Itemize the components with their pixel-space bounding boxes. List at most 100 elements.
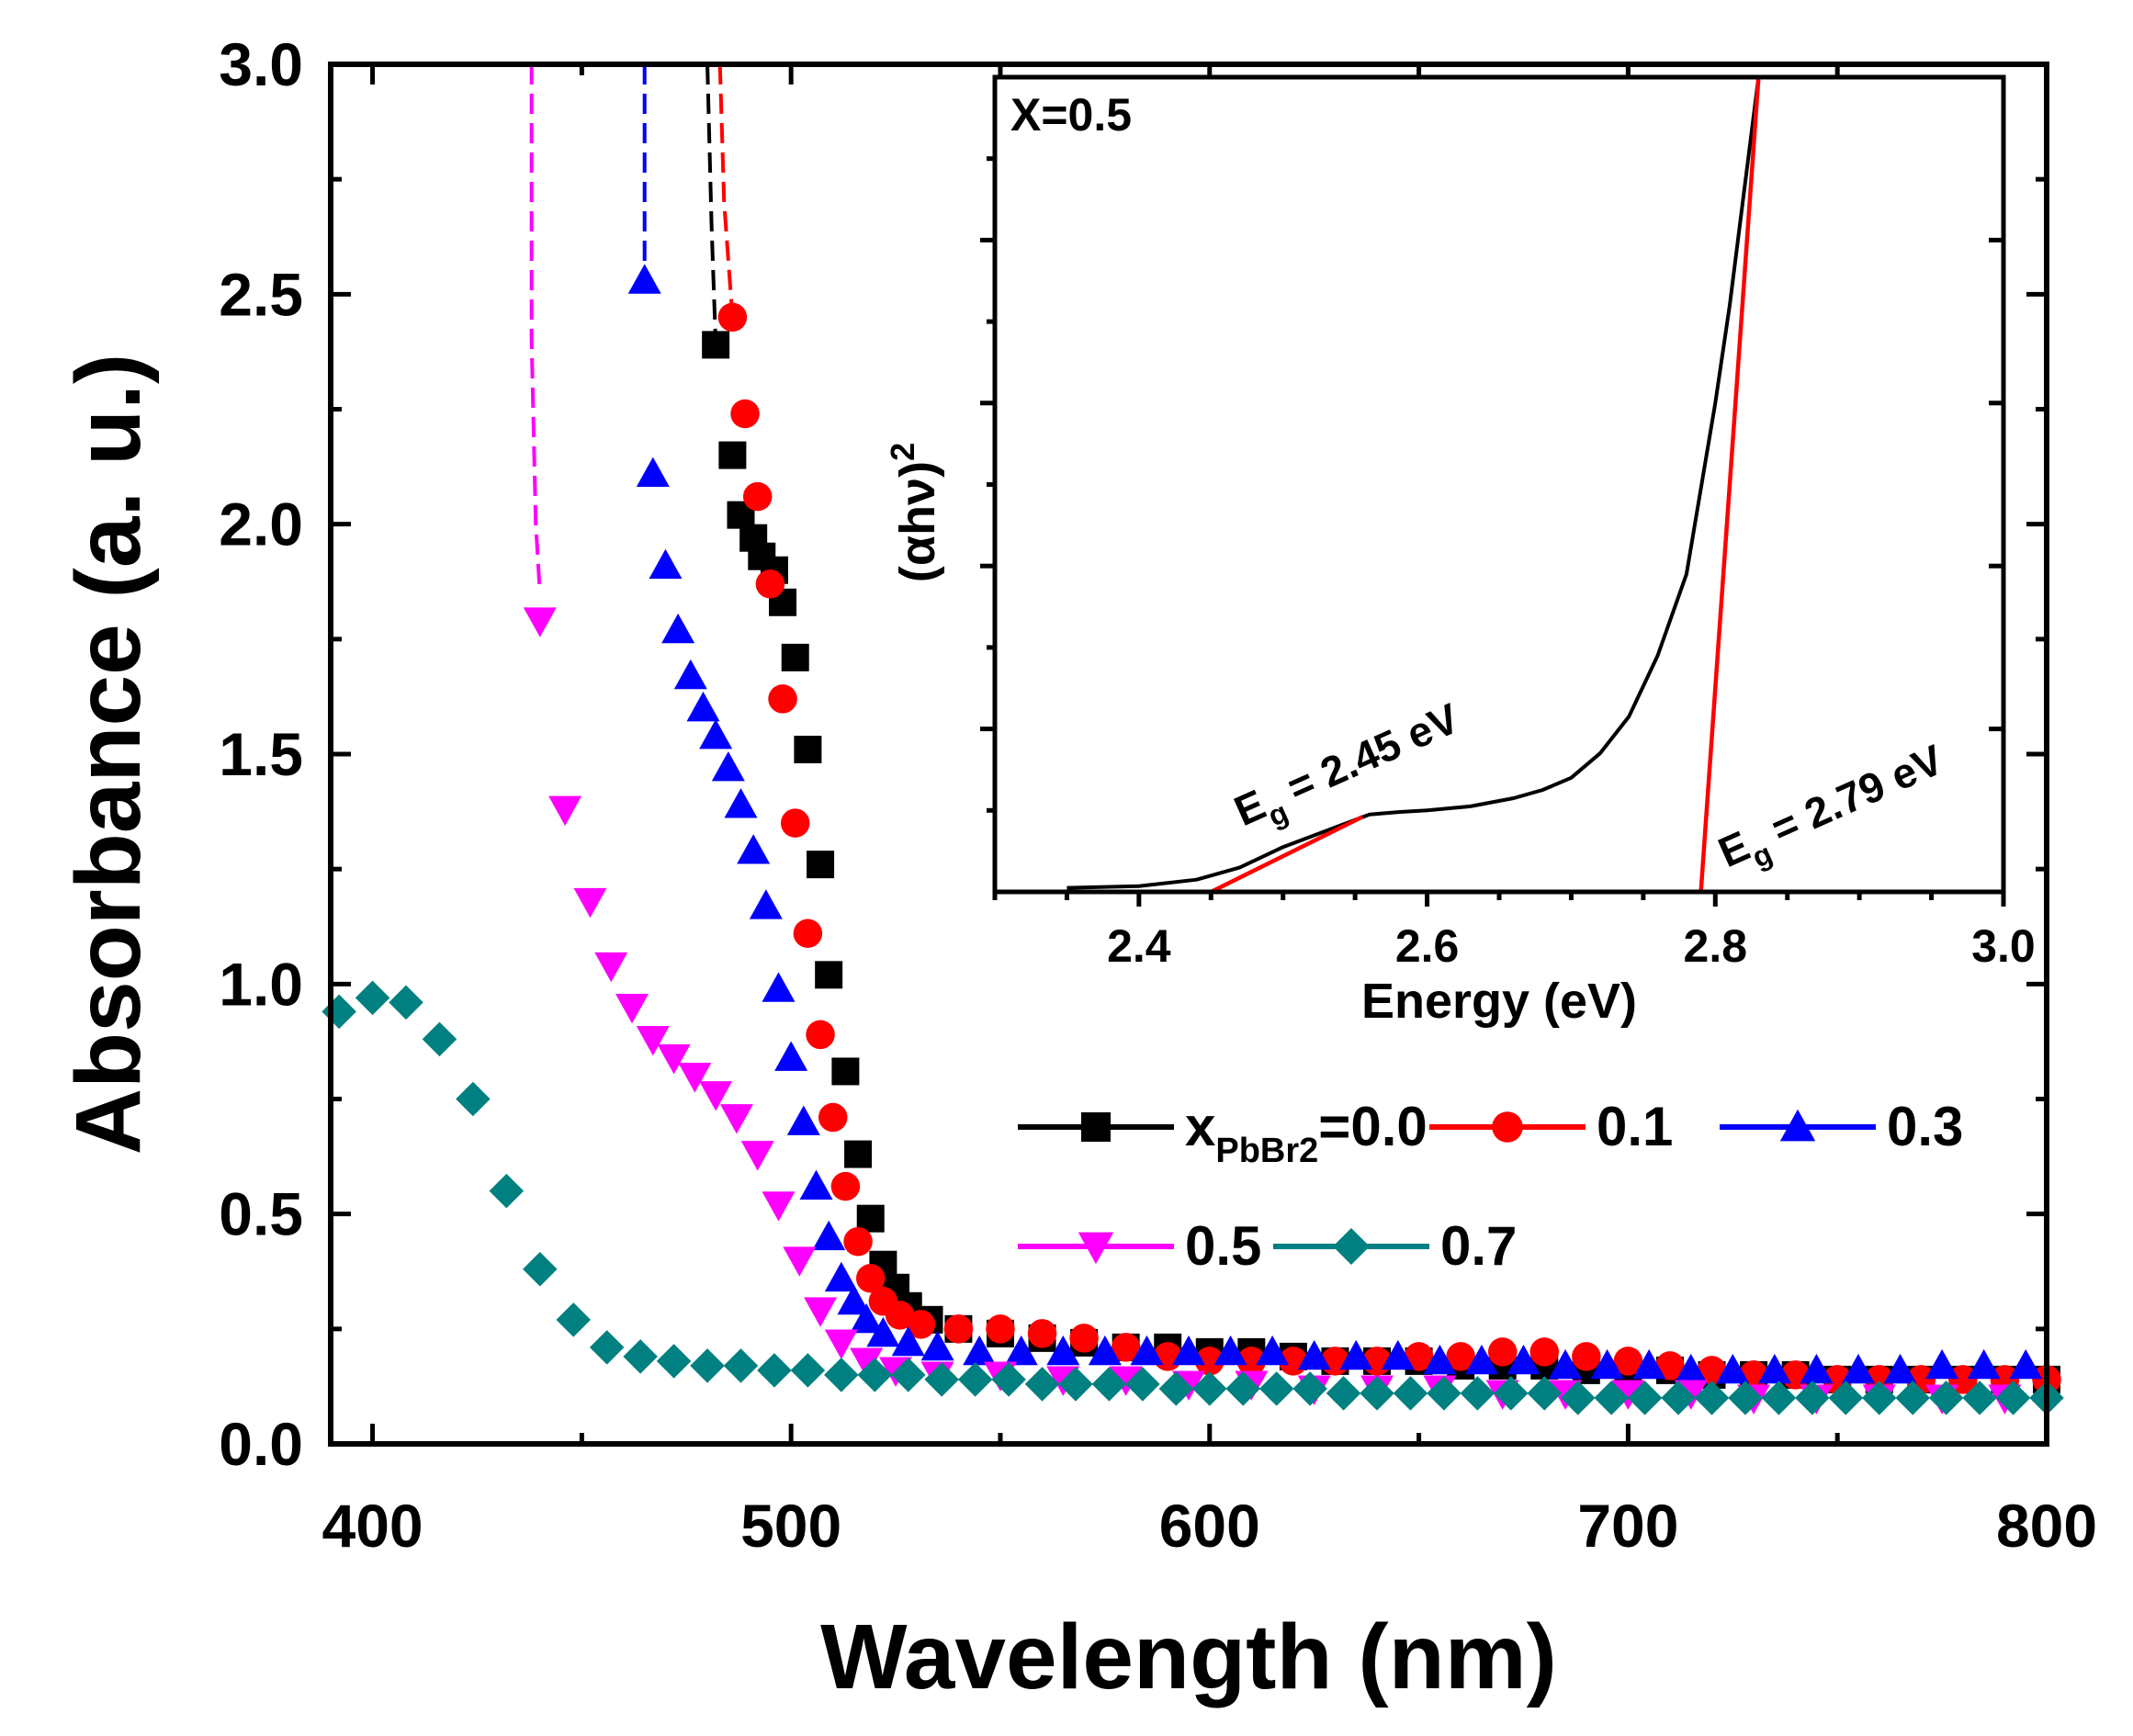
point-0.7-31 [1360, 1376, 1394, 1411]
y-tick-label-0.5: 0.5 [219, 1180, 303, 1248]
point-0.1-19 [1111, 1333, 1141, 1362]
point-0.3-32 [1381, 1339, 1415, 1370]
legend-item-0.7: 0.7 [1273, 1215, 1517, 1277]
point-0.7-41 [1694, 1381, 1730, 1415]
point-0.7-8 [589, 1330, 625, 1365]
point-0.3-36 [1549, 1348, 1583, 1380]
inset-title: X=0.5 [1010, 89, 1132, 141]
point-0.3-38 [1632, 1348, 1666, 1380]
point-0.7-9 [623, 1339, 658, 1374]
point-0.3-34 [1464, 1344, 1498, 1375]
point-0.7-6 [523, 1251, 558, 1287]
x-tick-label-500: 500 [740, 1492, 841, 1560]
point-0.7-37 [1560, 1381, 1596, 1415]
legend-marker-0.1 [1492, 1111, 1523, 1143]
point-0.3-18 [850, 1302, 884, 1334]
point-0.7-15 [824, 1358, 859, 1392]
point-0.3-44 [1883, 1353, 1917, 1384]
point-0.7-5 [489, 1173, 525, 1209]
point-0.1-21 [1195, 1347, 1224, 1376]
inset-plot: 2.4 2.6 2.8 3.0 X=0.5 Energy (eV) (αhν)2 Eg… [884, 74, 2036, 1029]
point-0.7-40 [1661, 1381, 1696, 1415]
point-0.3-40 [1716, 1353, 1750, 1384]
point-0.3-19 [866, 1316, 900, 1347]
point-0.7-10 [656, 1344, 692, 1379]
point-0.3-11 [762, 972, 796, 1002]
point-0.7-4 [456, 1081, 491, 1117]
legend-label-0.5: 0.5 [1185, 1215, 1261, 1277]
point-0.3-17 [837, 1284, 871, 1315]
point-0.7-25 [1158, 1371, 1194, 1406]
point-0.5-11 [762, 1191, 796, 1222]
inset-ticks: 2.4 2.6 2.8 3.0 [980, 156, 2036, 972]
point-0.3-45 [1925, 1348, 1959, 1380]
point-0.3-6 [699, 718, 733, 750]
point-0.5-10 [740, 1141, 774, 1171]
point-0.3-0 [627, 264, 661, 294]
point-0.1-11 [855, 1264, 886, 1293]
inset-line-fit-2 [1698, 76, 1761, 893]
point-0.7-44 [1795, 1381, 1830, 1415]
point-0.3-39 [1674, 1353, 1708, 1384]
point-0.3-4 [673, 659, 707, 690]
point-0.1-18 [1069, 1324, 1099, 1353]
inset-x-tick-label-2.8: 2.8 [1684, 920, 1748, 972]
point-0.7-0 [322, 994, 356, 1030]
point-0.3-46 [1967, 1348, 2001, 1380]
point-0.3-29 [1256, 1335, 1290, 1366]
point-0.1-2 [742, 481, 773, 512]
point-0.3-8 [724, 788, 758, 818]
point-0.7-1 [355, 980, 390, 1016]
point-0.7-17 [890, 1358, 926, 1392]
point-0.7-27 [1225, 1371, 1260, 1406]
main-ticks: 400 500 600 700 800 0.0 0.5 1.0 1.5 2.0 2.5 3.0 [219, 30, 2097, 1560]
legend-item-0.0: xPbBr2=0.0 [1018, 1096, 1428, 1170]
point-0.3-3 [661, 613, 695, 644]
point-0.7-3 [422, 1021, 457, 1057]
x-tick-label-700: 700 [1577, 1492, 1678, 1560]
point-0.5-4 [615, 993, 649, 1024]
point-0.0-1 [718, 441, 747, 469]
point-0.5-15 [850, 1347, 884, 1378]
point-0.5-1 [548, 795, 582, 827]
point-0.5-14 [824, 1329, 858, 1359]
y-tick-label-2.5: 2.5 [219, 260, 303, 328]
point-0.3-35 [1507, 1344, 1540, 1375]
y-tick-label-3: 3.0 [219, 30, 303, 98]
point-0.7-14 [790, 1353, 826, 1388]
point-0.7-28 [1258, 1371, 1294, 1406]
legend-marker-0.5 [1078, 1232, 1114, 1265]
point-0.7-35 [1494, 1376, 1529, 1411]
point-0.1-32 [1655, 1351, 1685, 1381]
series-0.7 [322, 980, 2064, 1415]
point-0.1-8 [818, 1102, 848, 1133]
point-0.1-29 [1529, 1337, 1560, 1367]
point-0.5-6 [657, 1044, 691, 1075]
point-0.1-31 [1613, 1347, 1643, 1376]
legend-label-0.7: 0.7 [1440, 1215, 1517, 1277]
point-0.3-26 [1130, 1335, 1164, 1366]
point-0.7-18 [924, 1362, 959, 1397]
point-0.7-34 [1460, 1376, 1495, 1411]
point-0.1-4 [768, 684, 797, 714]
point-0.3-31 [1339, 1339, 1373, 1370]
point-0.0-9 [807, 851, 835, 879]
point-0.1-33 [1697, 1356, 1727, 1385]
point-0.1-9 [830, 1171, 861, 1201]
point-0.1-10 [843, 1226, 873, 1257]
point-0.1-15 [943, 1314, 974, 1344]
inset-background [995, 77, 2003, 892]
point-0.3-33 [1423, 1344, 1457, 1375]
point-0.3-13 [786, 1105, 820, 1135]
y-tick-label-0: 0.0 [219, 1410, 303, 1478]
legend-item-0.3: 0.3 [1720, 1096, 1963, 1157]
point-0.7-21 [1024, 1367, 1060, 1402]
point-0.1-7 [806, 1020, 835, 1050]
inset-y-axis-title-main: (αhν) [890, 461, 945, 582]
point-0.7-11 [690, 1348, 725, 1383]
point-0.7-46 [1862, 1381, 1897, 1415]
point-0.7-39 [1627, 1381, 1663, 1415]
point-0.7-13 [757, 1353, 792, 1388]
point-0.3-2 [649, 548, 683, 580]
